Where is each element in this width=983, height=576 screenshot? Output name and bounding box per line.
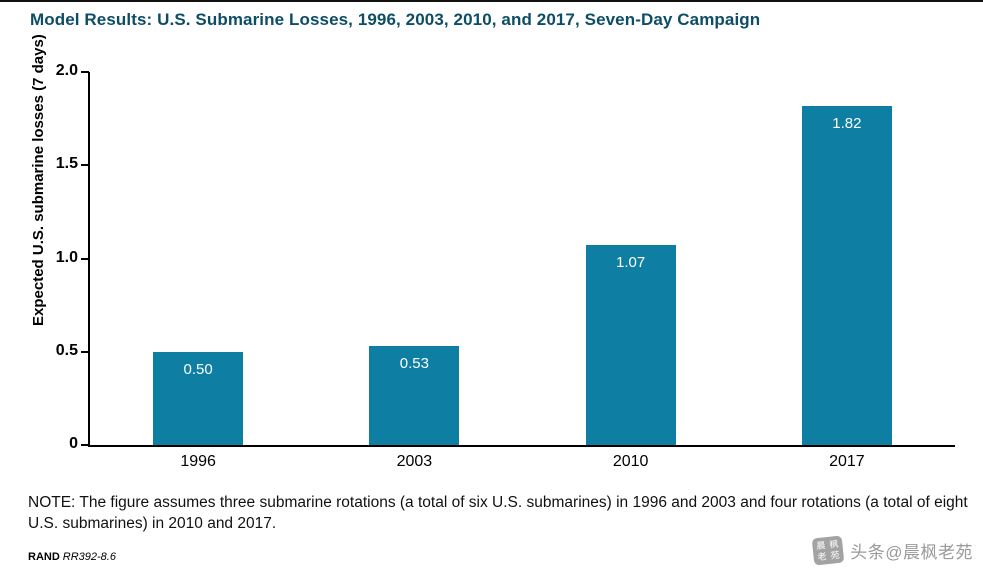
y-tick-mark [81,444,89,446]
source-line: RAND RR392-8.6 [28,551,116,563]
bar-chart-plot-area: Expected U.S. submarine losses (7 days) … [30,34,955,470]
y-tick-mark [81,257,89,260]
y-tick-label: 0.5 [55,341,78,359]
figure-title: Model Results: U.S. Submarine Losses, 19… [30,10,761,29]
seal-char: 晨 [816,540,827,551]
x-tick-label: 2010 [612,453,649,470]
seal-char: 苑 [830,550,841,561]
rand-brand-label: RAND [28,551,60,563]
bar-2017: 1.82 [801,105,892,445]
bar-value-label: 0.50 [183,360,213,378]
bar-2010: 1.07 [585,245,676,445]
seal-char: 老 [817,551,828,563]
seal-icon: 晨枫老苑 [811,535,845,566]
y-tick-label: 0 [69,435,78,452]
bar-value-label: 1.82 [832,114,862,132]
bar-value-label: 0.53 [399,355,429,373]
watermark: 晨枫老苑 头条@晨枫老苑 [811,535,973,566]
x-tick-label: 2003 [396,453,433,470]
top-rule [0,0,983,2]
y-tick-label: 1.5 [55,155,78,173]
bar-1996: 0.50 [153,351,244,445]
x-tick-label: 2017 [829,453,865,470]
y-tick-label: 1.0 [55,248,78,266]
y-tick-mark [81,164,89,167]
seal-char: 枫 [829,538,840,550]
x-tick-label: 1996 [180,453,216,470]
y-tick-label: 2.0 [55,62,78,79]
y-tick-mark [81,71,89,73]
bar-value-label: 1.07 [616,254,646,272]
note-text: NOTE: The figure assumes three submarine… [28,494,968,533]
y-tick-mark [81,350,89,353]
bar-2003: 0.53 [369,346,460,445]
watermark-text: 头条@晨枫老苑 [850,543,973,562]
figure-id-label: RR392-8.6 [62,551,116,563]
